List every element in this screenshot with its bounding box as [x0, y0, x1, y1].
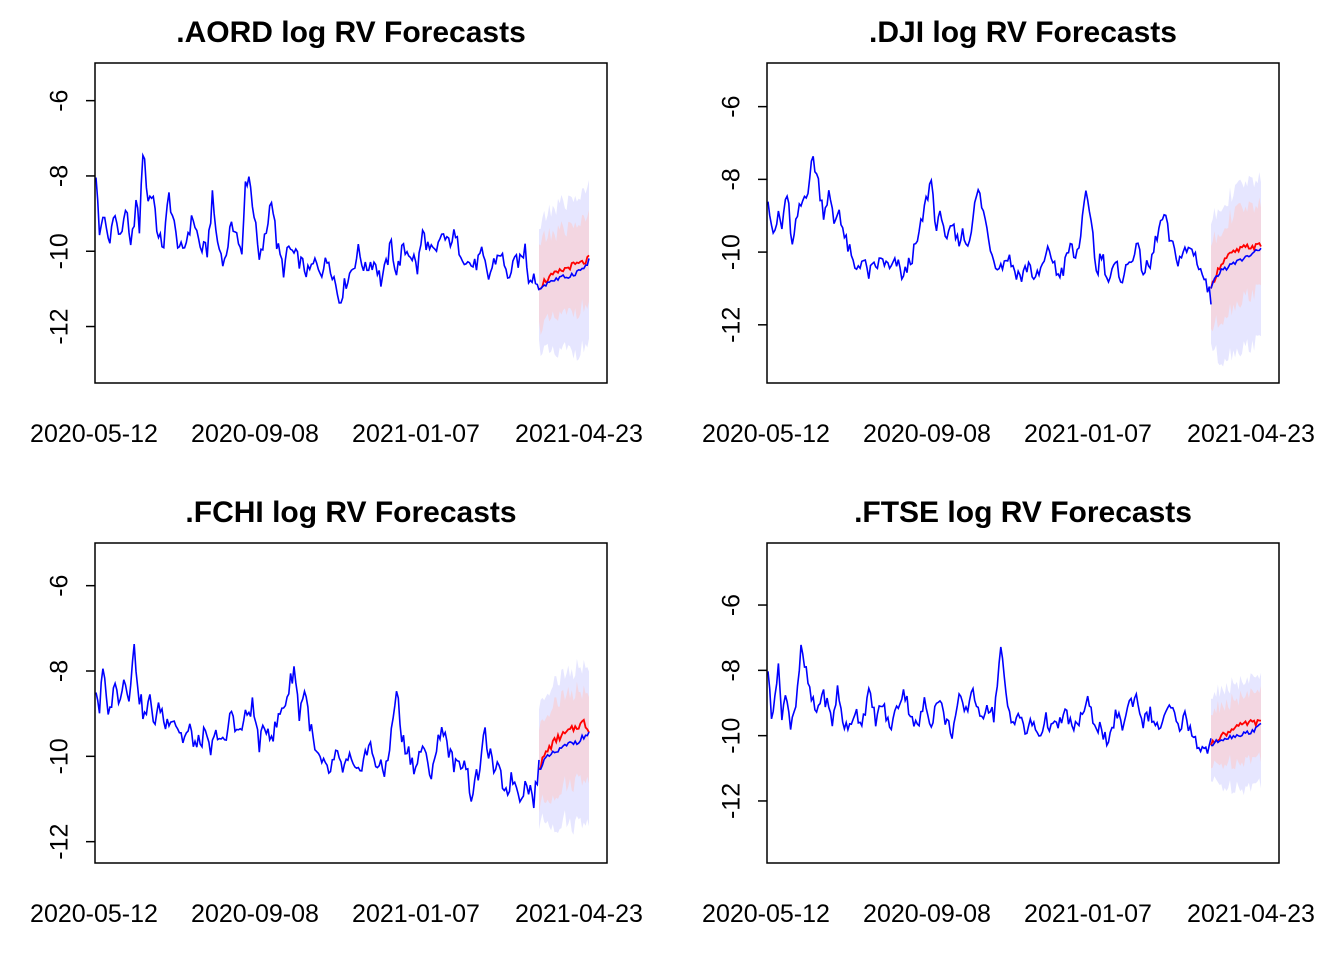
y-tick-label: -10: [718, 234, 746, 270]
y-tick-label: -6: [718, 96, 746, 118]
x-tick-label: 2021-01-07: [1024, 420, 1152, 448]
y-tick-label: -12: [718, 307, 746, 343]
forecast-interval-band: [1211, 197, 1261, 332]
y-tick-label: -8: [46, 165, 74, 187]
plot-frame: [94, 542, 608, 864]
forecast-series-line: [538, 718, 590, 770]
history-series-line: [95, 152, 540, 304]
panel-title: .FCHI log RV Forecasts: [185, 496, 516, 529]
forecast-series-line: [1210, 242, 1262, 289]
chart-panel: .AORD log RV Forecasts -6 -8 -10 -12 2020-05-…: [30, 16, 643, 448]
panel-title: .AORD log RV Forecasts: [176, 16, 526, 49]
x-tick-label: 2021-04-23: [515, 420, 643, 448]
chart-panel: .FCHI log RV Forecasts -6 -8 -10 -12 2020-05-…: [30, 496, 643, 928]
y-tick-label: -10: [46, 233, 74, 269]
x-tick-label: 2020-09-08: [863, 900, 991, 928]
x-tick-label: 2020-05-12: [702, 900, 830, 928]
x-tick-label: 2021-04-23: [515, 900, 643, 928]
forecast-interval-band: [539, 681, 589, 813]
y-tick-label: -6: [718, 594, 746, 616]
y-tick-label: -10: [718, 718, 746, 754]
plot-frame: [94, 62, 608, 384]
forecast-interval-band: [539, 210, 589, 335]
x-tick-label: 2020-05-12: [30, 420, 158, 448]
history-series-line: [767, 156, 1212, 305]
history-series-line: [95, 644, 540, 809]
x-tick-label: 2021-04-23: [1187, 420, 1315, 448]
x-tick-label: 2021-01-07: [1024, 900, 1152, 928]
x-tick-label: 2021-01-07: [352, 420, 480, 448]
y-tick-label: -12: [46, 824, 74, 860]
x-tick-label: 2020-09-08: [191, 420, 319, 448]
x-tick-label: 2020-05-12: [30, 900, 158, 928]
y-tick-label: -10: [46, 738, 74, 774]
x-tick-label: 2020-05-12: [702, 420, 830, 448]
history-series-line: [767, 644, 1212, 754]
x-tick-label: 2020-09-08: [191, 900, 319, 928]
y-tick-label: -12: [718, 783, 746, 819]
forecast-series-line: [538, 254, 590, 290]
chart-panel: .FTSE log RV Forecasts -6 -8 -10 -12 2020-05-…: [702, 496, 1315, 928]
y-tick-label: -6: [46, 90, 74, 112]
plot-frame: [766, 542, 1280, 864]
x-tick-label: 2021-01-07: [352, 900, 480, 928]
y-tick-label: -8: [718, 168, 746, 190]
y-tick-label: -6: [46, 575, 74, 597]
y-tick-label: -8: [46, 660, 74, 682]
forecast-realized-line: [1210, 247, 1262, 289]
forecast-realized-line: [1210, 722, 1262, 747]
x-tick-label: 2021-04-23: [1187, 900, 1315, 928]
forecast-realized-line: [538, 731, 590, 771]
y-tick-label: -8: [718, 659, 746, 681]
forecast-realized-line: [538, 258, 590, 290]
panel-title: .DJI log RV Forecasts: [869, 16, 1177, 49]
chart-panel: .DJI log RV Forecasts -6 -8 -10 -12 2020-05-1…: [702, 16, 1315, 448]
plot-frame: [766, 62, 1280, 384]
y-tick-label: -12: [46, 308, 74, 344]
panel-title: .FTSE log RV Forecasts: [854, 496, 1192, 529]
forecast-series-line: [1210, 718, 1262, 746]
x-tick-label: 2020-09-08: [863, 420, 991, 448]
